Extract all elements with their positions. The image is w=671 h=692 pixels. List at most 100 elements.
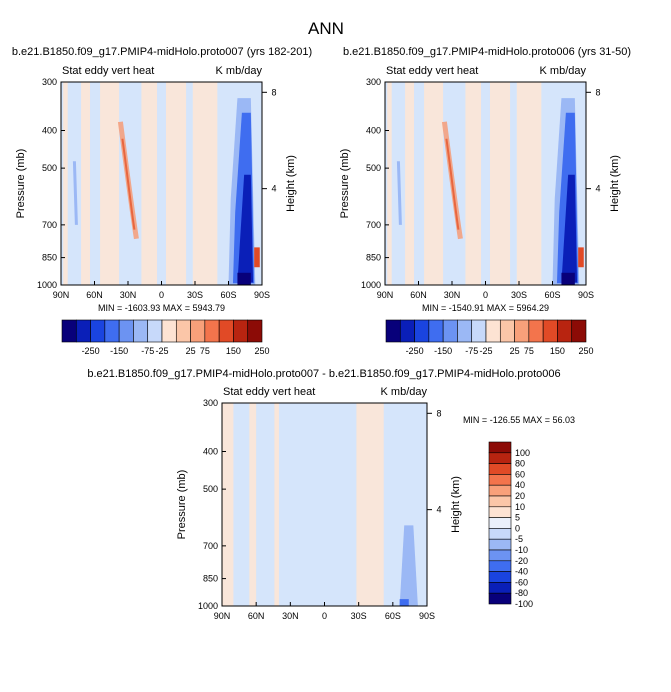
colorbar-box [485,319,501,343]
field-sh-min [237,272,251,285]
colorbar-box [514,319,530,343]
y-tick-label: 850 [366,253,381,263]
colorbar-box [488,441,512,454]
x-tick-label: 30N [444,290,461,300]
colorbar-label: 25 [510,346,520,356]
colorbar-box [488,517,512,529]
y-right-tick-label: 8 [271,87,276,97]
field-streak [72,161,78,225]
colorbar-box [488,582,512,594]
colorbar-box [499,319,515,343]
colorbar-label: 75 [524,346,534,356]
colorbar-box [488,560,512,572]
colorbar-box [118,319,134,343]
colorbar-box [488,538,512,551]
colorbar-label: 60 [515,469,525,479]
x-tick-label: 60N [410,290,427,300]
y-right-tick-label: 8 [595,87,600,97]
x-tick-label: 0 [322,611,327,621]
colorbar-label: -250 [82,346,100,356]
stats-label: MIN = -126.55 MAX = 56.03 [463,415,575,425]
y-right-tick-label: 4 [595,184,600,194]
colorbar-box [104,319,120,343]
stats-label: MIN = -1603.93 MAX = 5943.79 [98,303,225,313]
x-tick-label: 60S [220,290,236,300]
y-right-axis-label: Height (km) [285,155,297,212]
field-background [61,82,262,285]
y-tick-label: 850 [42,253,57,263]
x-tick-label: 0 [483,290,488,300]
colorbar-box [488,452,512,464]
colorbar-label: -75 [465,346,478,356]
y-tick-label: 850 [203,574,218,584]
colorbar-box [385,319,401,343]
y-tick-label: 700 [42,220,57,230]
field-background [385,82,586,285]
colorbar-box [75,319,91,343]
colorbar-box [442,319,458,343]
colorbar-label: -25 [155,346,168,356]
field-band [81,82,91,285]
colorbar-label: 20 [515,491,525,501]
colorbar-label: -150 [110,346,128,356]
colorbar-box [399,319,415,343]
panel-title: b.e21.B1850.f09_g17.PMIP4-midHolo.proto0… [343,46,631,58]
colorbar-label: -25 [479,346,492,356]
y-right-tick-label: 8 [436,408,441,418]
x-tick-label: 30S [187,290,203,300]
colorbar-label: -60 [515,577,528,587]
panel-title: b.e21.B1850.f09_g17.PMIP4-midHolo.proto0… [12,46,312,58]
y-tick-label: 1000 [198,601,218,611]
y-axis-label: Pressure (mb) [15,149,27,219]
colorbar-box [571,319,587,343]
colorbar-box [218,319,234,343]
y-tick-label: 700 [366,220,381,230]
x-tick-label: 30S [511,290,527,300]
colorbar-box [528,319,544,343]
y-tick-label: 400 [42,126,57,136]
field-band [141,82,158,285]
subtitle-right: K mb/day [540,65,587,77]
colorbar-label: -20 [515,556,528,566]
subtitle-left: Stat eddy vert heat [62,65,154,77]
field-band [405,82,415,285]
field-sh-dark [237,174,254,283]
colorbar-box [488,549,512,562]
y-right-tick-label: 4 [436,505,441,515]
colorbar-box [488,571,512,583]
y-tick-label: 700 [203,541,218,551]
panel-proto007: b.e21.B1850.f09_g17.PMIP4-midHolo.proto0… [12,46,312,356]
colorbar-box [90,319,106,343]
field-streak [396,161,402,225]
field-band [249,403,257,606]
colorbar-label: 75 [200,346,210,356]
x-tick-label: 60N [86,290,103,300]
colorbar-label: -75 [141,346,154,356]
x-tick-label: 90S [419,611,435,621]
subtitle-right: K mb/day [381,386,428,398]
colorbar-box [557,319,573,343]
field-sh-dark [399,599,409,606]
colorbar-box [457,319,473,343]
x-tick-label: 90N [53,290,70,300]
field-band [489,82,511,285]
colorbar-label: 150 [550,346,565,356]
colorbar-box [488,495,512,508]
y-right-axis-label: Height (km) [609,155,621,212]
colorbar-label: 5 [515,513,520,523]
colorbar-label: 80 [515,459,525,469]
field-sh-light [399,525,418,606]
y-tick-label: 300 [203,398,218,408]
colorbar-label: 40 [515,480,525,490]
subtitle-left: Stat eddy vert heat [223,386,315,398]
colorbar-box [147,319,163,343]
figure-title: ANN [308,19,344,38]
x-tick-label: 90S [254,290,270,300]
panel-proto006: b.e21.B1850.f09_g17.PMIP4-midHolo.proto0… [339,46,631,356]
colorbar-label: -100 [515,599,533,609]
colorbar-box [190,319,206,343]
y-tick-label: 300 [366,77,381,87]
panel-difference: b.e21.B1850.f09_g17.PMIP4-midHolo.proto0… [87,368,575,621]
subtitle-left: Stat eddy vert heat [386,65,478,77]
colorbar-label: 250 [578,346,593,356]
